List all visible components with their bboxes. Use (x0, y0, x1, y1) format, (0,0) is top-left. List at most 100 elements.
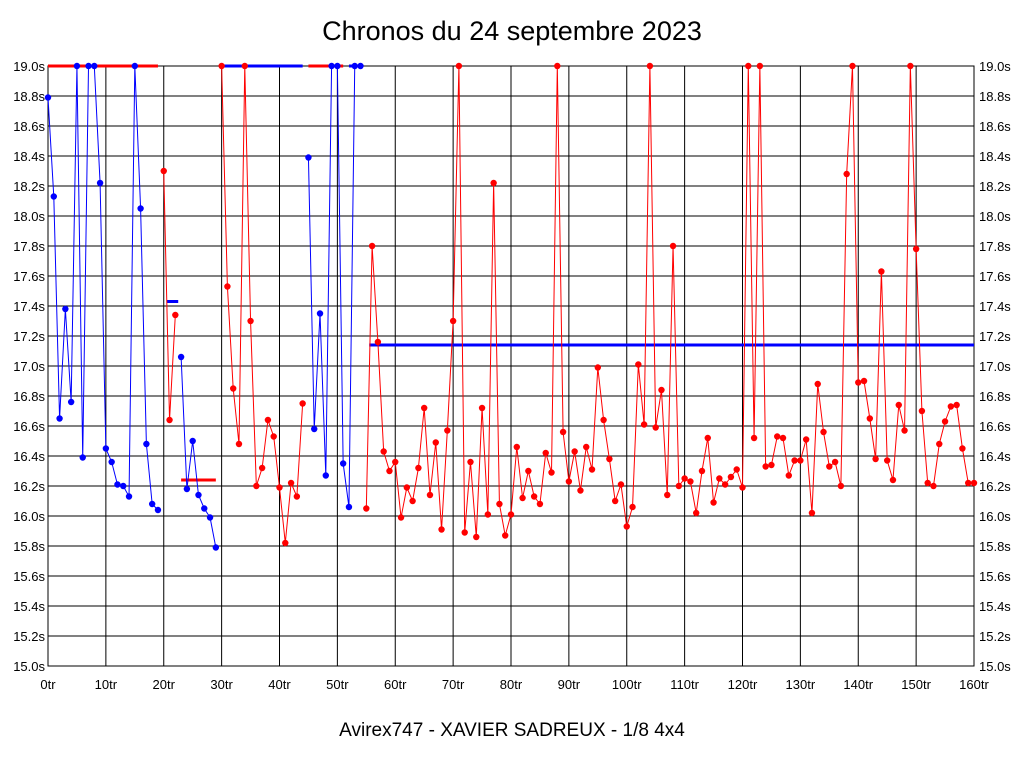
y-tick-label-right: 18.8s (979, 89, 1011, 104)
data-point (91, 62, 98, 70)
y-tick-label-right: 16.8s (979, 389, 1011, 404)
data-point (588, 466, 596, 473)
data-point (606, 455, 613, 463)
x-tick-label: 10tr (95, 677, 118, 692)
data-point (883, 457, 891, 464)
data-point (721, 481, 729, 488)
data-point (548, 469, 555, 476)
y-tick-label-left: 16.8s (13, 389, 45, 404)
data-point (143, 440, 150, 448)
data-point (849, 62, 856, 70)
data-point (519, 494, 526, 502)
data-point (264, 416, 272, 424)
data-point (733, 466, 740, 473)
data-point (658, 386, 665, 394)
data-point (802, 436, 810, 443)
y-tick-label-left: 15.4s (13, 599, 45, 614)
x-tick-label: 120tr (728, 677, 758, 692)
data-point (473, 533, 480, 541)
y-tick-label-left: 15.8s (13, 539, 45, 554)
data-point (739, 484, 746, 491)
axes: 15.0s 15.0s 15.2s 15.2s 15.4s 15.4s 15.6s 15.6s… (13, 59, 1011, 692)
data-point (669, 242, 677, 250)
data-point (403, 484, 411, 491)
data-point (513, 443, 520, 451)
y-tick-label-left: 17.0s (13, 359, 45, 374)
data-point (276, 484, 283, 491)
data-point (154, 506, 162, 514)
data-point (820, 428, 827, 436)
data-point (889, 476, 897, 484)
y-tick-label-left: 16.2s (13, 479, 45, 494)
data-point (872, 455, 879, 463)
data-point (583, 443, 590, 451)
data-point (85, 62, 92, 70)
data-point (507, 511, 515, 518)
y-tick-label-right: 19.0s (979, 59, 1011, 74)
y-tick-label-right: 18.0s (979, 209, 1011, 224)
y-tick-label-left: 15.6s (13, 569, 45, 584)
y-tick-label-right: 16.2s (979, 479, 1011, 494)
data-point (374, 338, 382, 346)
data-point (693, 509, 700, 517)
data-point (230, 385, 237, 392)
data-point (774, 433, 781, 440)
data-point (831, 458, 839, 466)
data-point (664, 491, 671, 499)
series-group (160, 167, 179, 424)
x-tick-label: 60tr (384, 677, 407, 692)
x-tick-label: 50tr (326, 677, 349, 692)
data-point (114, 481, 121, 488)
data-point (455, 62, 463, 70)
data-point (247, 317, 254, 325)
y-tick-label-left: 16.4s (13, 449, 45, 464)
data-point (797, 457, 804, 464)
data-point (478, 404, 486, 412)
data-point (172, 311, 179, 319)
data-point (131, 62, 139, 70)
data-point (467, 458, 474, 466)
data-point (235, 440, 243, 448)
data-point (351, 62, 358, 70)
data-point (195, 491, 202, 499)
y-tick-label-right: 15.2s (979, 629, 1011, 644)
y-tick-label-left: 17.2s (13, 329, 45, 344)
data-point (311, 425, 318, 433)
data-point (756, 62, 764, 70)
data-point (62, 305, 69, 313)
y-tick-label-left: 18.6s (13, 119, 45, 134)
data-point (640, 421, 648, 428)
data-point (536, 500, 544, 508)
y-tick-label-right: 18.2s (979, 179, 1011, 194)
y-tick-label-right: 17.0s (979, 359, 1011, 374)
data-point (646, 62, 654, 70)
x-tick-label: 70tr (442, 677, 465, 692)
y-tick-label-left: 17.8s (13, 239, 45, 254)
x-tick-label: 90tr (558, 677, 581, 692)
data-point (959, 445, 966, 452)
series-line (47, 65, 159, 511)
data-point (814, 380, 821, 388)
data-point (525, 467, 532, 475)
data-point (415, 464, 422, 472)
data-point (779, 434, 787, 442)
data-point (727, 473, 735, 481)
data-point (420, 404, 428, 412)
data-point (212, 544, 220, 551)
data-point (866, 415, 874, 422)
data-point (316, 310, 324, 317)
x-tick-label: 110tr (670, 677, 699, 692)
x-tick-label: 140tr (843, 677, 873, 692)
data-point (704, 434, 711, 442)
y-tick-label-right: 17.4s (979, 299, 1011, 314)
y-tick-label-left: 17.4s (13, 299, 45, 314)
x-tick-label: 150tr (901, 677, 931, 692)
data-point (380, 448, 387, 455)
y-tick-label-right: 15.4s (979, 599, 1011, 614)
data-point (102, 445, 110, 452)
x-tick-label: 20tr (153, 677, 176, 692)
y-tick-label-right: 18.4s (979, 149, 1011, 164)
data-point (947, 403, 955, 410)
y-tick-label-left: 18.2s (13, 179, 45, 194)
y-tick-label-right: 16.0s (979, 509, 1011, 524)
